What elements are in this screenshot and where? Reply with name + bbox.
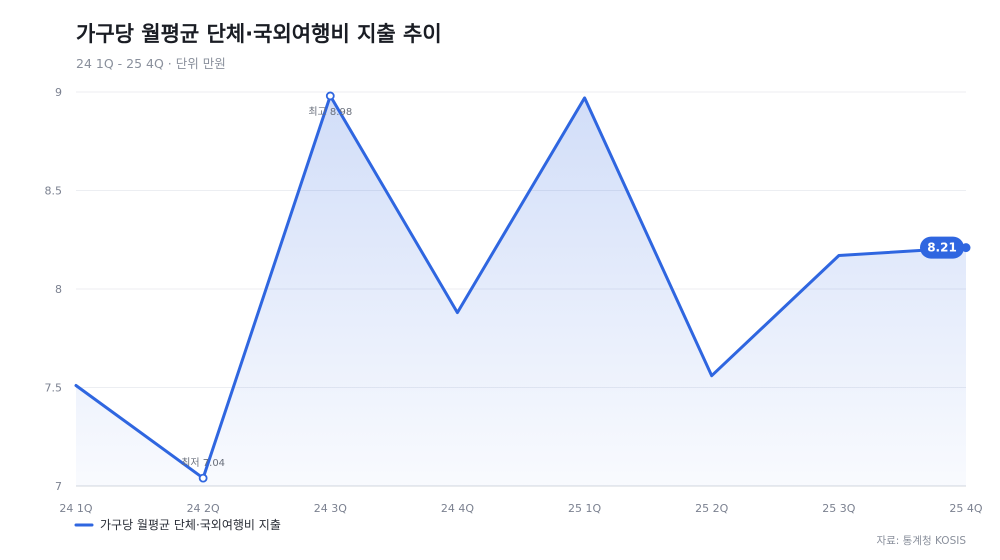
x-axis-ticks: 24 1Q 24 2Q 24 3Q 24 4Q 25 1Q 25 2Q 25 3Q 25 4Q [59,502,982,515]
last-value-bubble [920,236,964,259]
series-line [74,94,968,480]
annotations: 최저 7.04 최고 8.98 8.21 [181,106,964,469]
y-tick-label: 9 [55,86,62,99]
y-axis-ticks: 7 7.5 8 8.5 9 [45,86,63,493]
x-tick-label: 25 2Q [695,502,728,515]
x-tick-label: 24 1Q [59,502,92,515]
legend: 가구당 월평균 단체·국외여행비 지출 [74,517,281,532]
chart-title: 가구당 월평균 단체·국외여행비 지출 추이 [76,22,442,46]
source-note: 자료: 통계청 KOSIS [876,535,966,547]
min-point-marker [198,473,208,483]
y-tick-label: 7 [55,480,62,493]
legend-label: 가구당 월평균 단체·국외여행비 지출 [100,517,281,532]
y-tick-label: 7.5 [45,382,63,395]
y-tick-label: 8 [55,283,62,296]
x-tick-label: 25 4Q [949,502,982,515]
chart-subtitle: 24 1Q - 25 4Q · 단위 만원 [76,56,226,71]
series-area [76,95,966,487]
x-tick-label: 24 4Q [441,502,474,515]
series-points [198,91,971,483]
x-tick-label: 25 1Q [568,502,601,515]
last-value-label: 8.21 [927,241,957,255]
max-annotation: 최고 8.98 [308,106,352,118]
x-tick-label: 24 2Q [187,502,220,515]
x-tick-label: 24 3Q [314,502,347,515]
min-annotation: 최저 7.04 [181,457,225,469]
max-point-marker [325,91,335,101]
y-tick-label: 8.5 [45,185,63,198]
x-tick-label: 25 3Q [822,502,855,515]
